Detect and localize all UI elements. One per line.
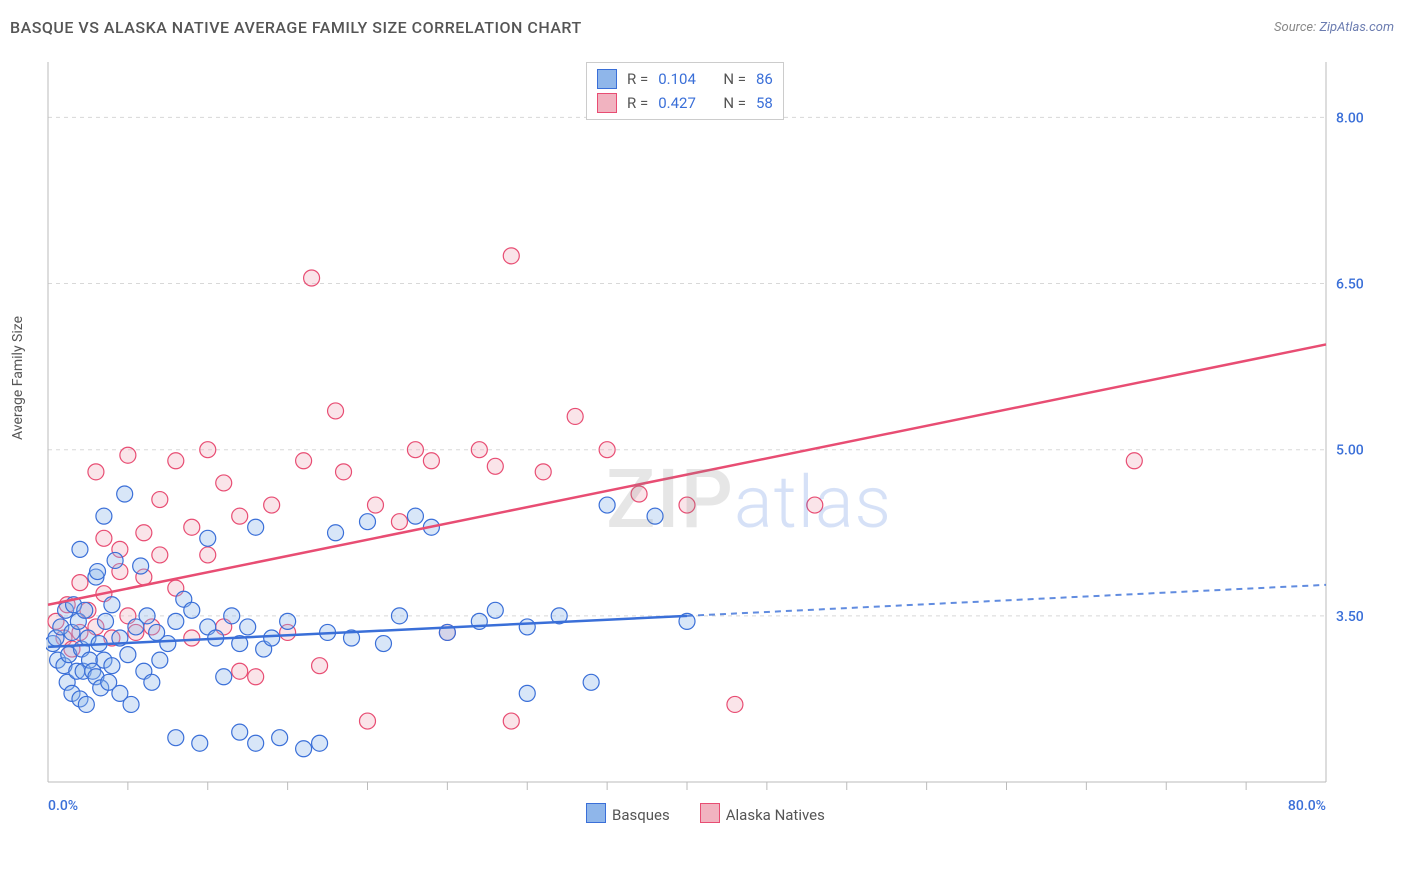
source-citation: Source: ZipAtlas.com	[1274, 20, 1394, 35]
stat-row: R = 0.104 N = 86	[597, 67, 773, 91]
legend-swatch-basques	[586, 803, 606, 823]
chart-title: BASQUE VS ALASKA NATIVE AVERAGE FAMILY S…	[10, 18, 582, 37]
scatter-plot-svg: 3.50 5.00 6.50 8.00 0.0% 80.0%	[46, 52, 1386, 832]
svg-text:3.50: 3.50	[1336, 609, 1364, 625]
stat-n-label: N =	[723, 91, 746, 115]
stat-r-label: R =	[627, 91, 648, 115]
plot-area: 3.505.006.508.000.0%80.0% ZIPatlas R = 0…	[46, 52, 1386, 832]
stat-row: R = 0.427 N = 58	[597, 91, 773, 115]
stat-swatch-alaska	[597, 93, 617, 113]
stat-n-value: 58	[756, 91, 773, 115]
legend-item-alaska: Alaska Natives	[700, 803, 825, 824]
stat-n-value: 86	[756, 67, 773, 91]
stat-r-value: 0.104	[658, 67, 696, 91]
stat-r-value: 0.427	[658, 91, 696, 115]
source-label: Source:	[1274, 20, 1316, 35]
correlation-stat-box: R = 0.104 N = 86 R = 0.427 N = 58	[586, 62, 784, 120]
legend-label: Alaska Natives	[726, 806, 825, 824]
svg-text:6.50: 6.50	[1336, 277, 1364, 293]
legend-swatch-alaska	[700, 803, 720, 823]
source-value: ZipAtlas.com	[1319, 20, 1394, 35]
legend: Basques Alaska Natives	[586, 803, 825, 824]
stat-r-label: R =	[627, 67, 648, 91]
svg-text:5.00: 5.00	[1336, 443, 1364, 459]
legend-item-basques: Basques	[586, 803, 670, 824]
stat-swatch-basques	[597, 69, 617, 89]
stat-n-label: N =	[723, 67, 746, 91]
y-axis-label: Average Family Size	[10, 316, 26, 440]
legend-label: Basques	[612, 806, 670, 824]
svg-text:0.0%: 0.0%	[48, 798, 78, 814]
svg-text:80.0%: 80.0%	[1288, 798, 1326, 814]
svg-text:8.00: 8.00	[1336, 110, 1364, 126]
